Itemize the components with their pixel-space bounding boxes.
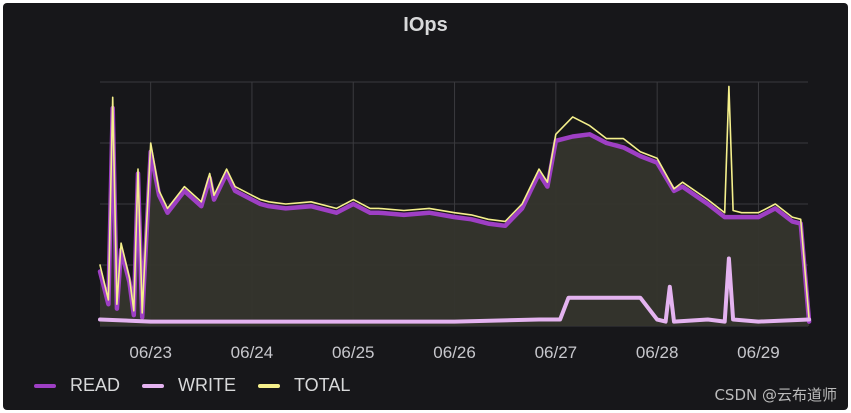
legend: READ WRITE TOTAL	[34, 375, 350, 396]
legend-item-write[interactable]: WRITE	[142, 375, 236, 396]
read-area-fill	[100, 108, 810, 326]
legend-label-write: WRITE	[178, 375, 237, 395]
x-tick-label: 06/26	[433, 343, 476, 362]
x-tick-label: 06/23	[129, 343, 172, 362]
legend-label-read: READ	[70, 375, 121, 395]
x-tick-label: 06/24	[231, 343, 274, 362]
x-tick-label: 06/25	[332, 343, 375, 362]
legend-item-total[interactable]: TOTAL	[258, 375, 350, 396]
total-line	[99, 85, 810, 321]
legend-label-total: TOTAL	[294, 375, 351, 395]
x-tick-label: 06/27	[535, 343, 578, 362]
chart-title: IOps	[403, 14, 448, 36]
watermark: CSDN @云布道师	[714, 386, 837, 404]
write-swatch	[142, 383, 165, 388]
read-swatch	[34, 383, 56, 388]
x-tick-label: 06/29	[737, 343, 780, 362]
total-swatch	[258, 383, 281, 388]
legend-item-read[interactable]: READ	[34, 375, 120, 396]
x-tick-label: 06/28	[636, 343, 679, 362]
write-line	[98, 256, 812, 324]
